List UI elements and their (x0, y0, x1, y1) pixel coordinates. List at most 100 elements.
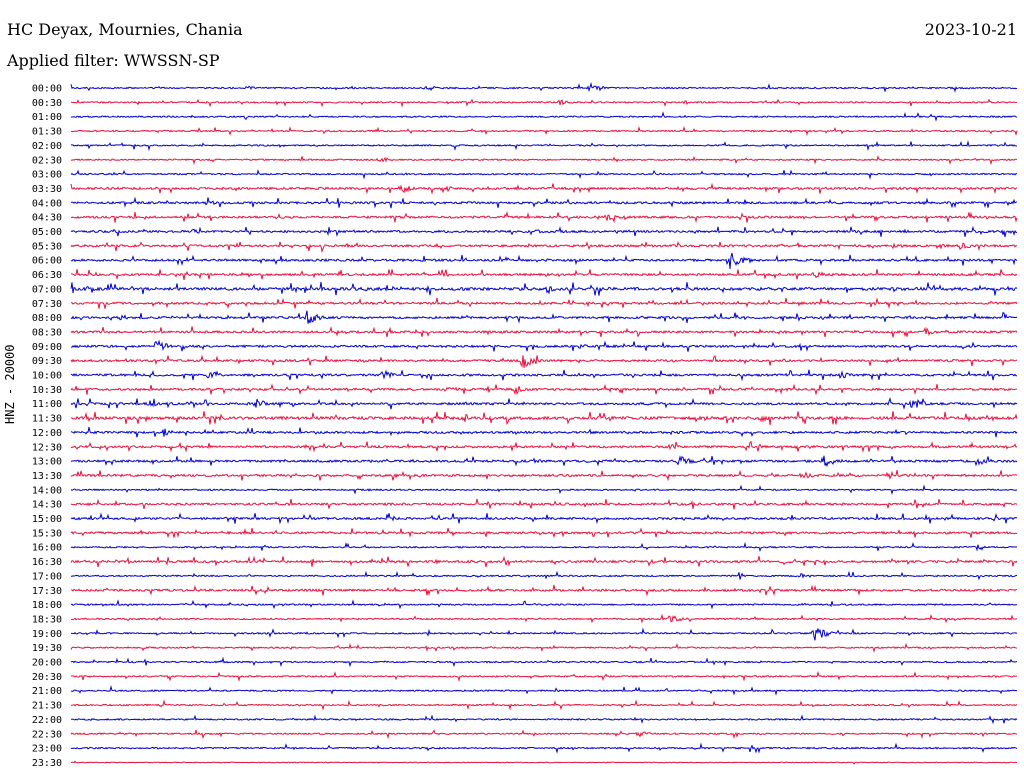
row-label: 03:00 (32, 170, 62, 181)
row-label: 20:30 (32, 672, 62, 683)
trace-row (70, 714, 1018, 725)
row-label: 16:00 (32, 543, 62, 554)
station-title: HC Deyax, Mournies, Chania (7, 20, 243, 39)
trace-row (70, 742, 1018, 754)
row-label: 05:00 (32, 227, 62, 238)
trace-row (70, 241, 1018, 254)
row-label: 12:30 (32, 442, 62, 453)
trace-row (70, 656, 1018, 668)
row-labels: 00:00 00:30 01:00 01:30 02:00 02:30 03:00 03:30… (32, 84, 62, 769)
row-label: 11:00 (32, 399, 62, 410)
trace-row (70, 599, 1018, 610)
row-label: 05:30 (32, 241, 62, 252)
trace-row (70, 440, 1018, 453)
row-label: 14:00 (32, 485, 62, 496)
trace-row (70, 140, 1018, 152)
row-label: 09:30 (32, 356, 62, 367)
trace-row (70, 225, 1018, 238)
trace-row (70, 613, 1018, 624)
row-label: 08:00 (32, 313, 62, 324)
trace-row (70, 326, 1018, 338)
row-label: 00:30 (32, 98, 62, 109)
trace-row (70, 155, 1018, 166)
row-label: 17:00 (32, 571, 62, 582)
trace-row (71, 411, 1018, 426)
trace-row (70, 541, 1018, 552)
row-label: 03:30 (32, 184, 62, 195)
trace-row (70, 699, 1018, 711)
trace-row (70, 98, 1018, 108)
row-label: 23:00 (32, 744, 62, 755)
row-label: 13:30 (32, 471, 62, 482)
row-label: 19:30 (32, 643, 62, 654)
trace-row (70, 81, 1018, 93)
trace-row (70, 627, 1018, 641)
traces (70, 81, 1018, 765)
row-label: 06:00 (32, 256, 62, 267)
trace-row (70, 169, 1018, 180)
row-label: 10:00 (32, 371, 62, 382)
row-label: 21:00 (32, 686, 62, 697)
trace-row (70, 670, 1018, 683)
row-label: 15:30 (32, 528, 62, 539)
row-label: 01:00 (32, 112, 62, 123)
row-label: 02:00 (32, 141, 62, 152)
row-label: 10:30 (32, 385, 62, 396)
trace-row (70, 354, 1018, 369)
row-label: 06:30 (32, 270, 62, 281)
row-label: 21:30 (32, 701, 62, 712)
trace-row (70, 125, 1018, 137)
trace-row (70, 570, 1018, 581)
trace-row (70, 684, 1018, 696)
trace-row (70, 297, 1018, 309)
trace-row (70, 426, 1018, 438)
trace-row (70, 196, 1018, 209)
row-label: 04:00 (32, 198, 62, 209)
trace-row (70, 282, 1018, 296)
trace-row (70, 584, 1018, 597)
row-label: 07:30 (32, 299, 62, 310)
row-label: 17:30 (32, 586, 62, 597)
trace-row (70, 455, 1018, 468)
row-label: 23:30 (32, 758, 62, 769)
row-label: 22:30 (32, 729, 62, 740)
date-label: 2023-10-21 (924, 20, 1017, 39)
row-label: 00:00 (32, 84, 62, 95)
row-label: 16:30 (32, 557, 62, 568)
trace-row (70, 269, 1018, 281)
trace-row (70, 310, 1018, 324)
trace-row (70, 527, 1018, 539)
trace-row (70, 369, 1018, 382)
trace-row (70, 339, 1018, 352)
row-label: 08:30 (32, 327, 62, 338)
row-label: 02:30 (32, 155, 62, 166)
trace-row (70, 729, 1018, 740)
trace-row (70, 484, 1018, 495)
row-label: 09:00 (32, 342, 62, 353)
row-label: 18:00 (32, 600, 62, 611)
row-label: 11:30 (32, 414, 62, 425)
trace-row (70, 512, 1018, 525)
trace-row (70, 111, 1018, 122)
trace-row (70, 397, 1018, 410)
row-label: 18:30 (32, 614, 62, 625)
row-label: 13:00 (32, 457, 62, 468)
row-label: 15:00 (32, 514, 62, 525)
trace-row (70, 182, 1018, 195)
row-label: 12:00 (32, 428, 62, 439)
row-label: 14:30 (32, 500, 62, 511)
filter-label: Applied filter: WWSSN-SP (7, 51, 220, 70)
trace-row (70, 642, 1018, 653)
trace-row (70, 760, 1018, 765)
row-label: 01:30 (32, 127, 62, 138)
row-label: 04:30 (32, 213, 62, 224)
row-label: 22:00 (32, 715, 62, 726)
trace-row (70, 555, 1018, 568)
row-label: 07:00 (32, 284, 62, 295)
trace-row (70, 210, 1018, 224)
row-label: 20:00 (32, 658, 62, 669)
row-label: 19:00 (32, 629, 62, 640)
trace-row (70, 498, 1018, 510)
trace-row (70, 383, 1018, 396)
